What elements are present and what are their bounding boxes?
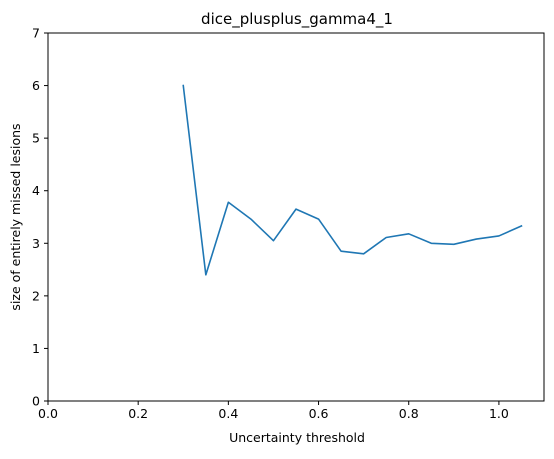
chart-title: dice_plusplus_gamma4_1 [201,10,393,29]
y-tick-label: 0 [32,394,40,409]
y-tick-label: 3 [32,236,40,251]
series-line [183,86,521,275]
x-axis-label: Uncertainty threshold [229,430,365,445]
y-tick-label: 5 [32,131,40,146]
plot-area [183,86,521,275]
y-axis: 0 1 2 3 4 5 6 7 [32,26,48,409]
x-tick-label: 1.0 [489,406,509,421]
y-tick-label: 2 [32,288,40,303]
y-tick-label: 1 [32,341,40,356]
x-tick-label: 0.8 [399,406,419,421]
x-tick-label: 0.4 [218,406,238,421]
x-axis: 0.0 0.2 0.4 0.6 0.8 1.0 [38,401,509,421]
y-tick-label: 7 [32,26,40,41]
plot-frame [48,33,544,401]
x-tick-label: 0.6 [309,406,329,421]
x-tick-label: 0.2 [128,406,148,421]
y-axis-label: size of entirely missed lesions [8,123,23,310]
x-tick-label: 0.0 [38,406,58,421]
y-tick-label: 6 [32,78,40,93]
y-tick-label: 4 [32,183,40,198]
